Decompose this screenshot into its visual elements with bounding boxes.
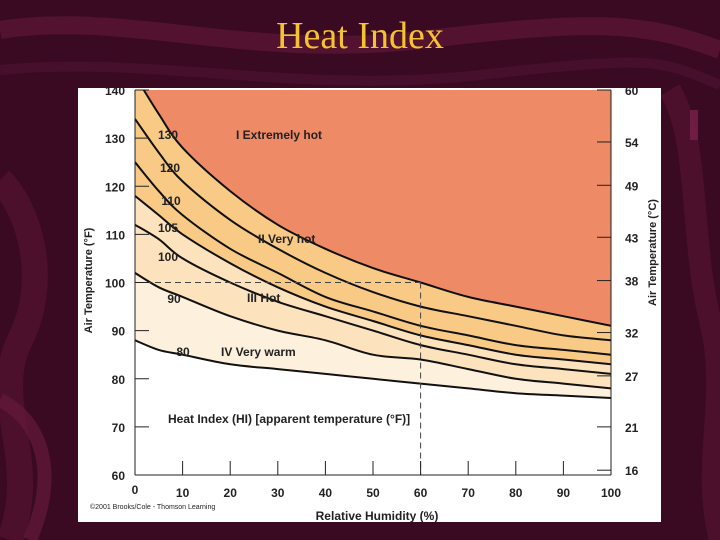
right-tick-label-54: 54 (625, 136, 639, 150)
x-tick-label-100: 100 (601, 486, 621, 500)
zone-ii-fill (135, 90, 611, 365)
curve-label-100: 100 (158, 250, 178, 264)
x-tick-label-80: 80 (509, 486, 523, 500)
hi-curve-130 (142, 90, 611, 327)
curve-label-130: 130 (158, 128, 178, 142)
x-tick-label-50: 50 (366, 486, 380, 500)
hi-curve-120 (135, 118, 611, 342)
heat-index-chart: 60 70 80 90 100 110 120 130 140 0 10 20 30 40 50 60 70 80… (83, 88, 659, 522)
x-tick-label-70: 70 (462, 486, 476, 500)
y-tick-label-60: 60 (112, 469, 126, 483)
right-tick-label-60: 60 (625, 88, 639, 98)
curve-label-105: 105 (158, 221, 178, 235)
hi-curve-105 (135, 195, 611, 366)
x-axis-title: Relative Humidity (%) (316, 509, 439, 522)
zone-label-i: I Extremely hot (236, 128, 322, 142)
y-tick-label-140: 140 (105, 88, 125, 98)
x-tick-label-90: 90 (557, 486, 571, 500)
y-tick-label-90: 90 (112, 325, 126, 339)
curve-label-90: 90 (167, 292, 181, 306)
y-tick-label-120: 120 (105, 180, 125, 194)
hi-curve-110 (135, 161, 611, 356)
x-tick-label-20: 20 (224, 486, 238, 500)
plot-area (135, 90, 611, 399)
x-tick-label-40: 40 (319, 486, 333, 500)
y-tick-label-130: 130 (105, 132, 125, 146)
zone-label-iv: IV Very warm (221, 345, 296, 359)
y-tick-label-110: 110 (106, 228, 126, 242)
y-axis-title-left: Air Temperature (°F) (83, 227, 95, 333)
curve-label-110: 110 (161, 194, 181, 208)
copyright-credit: ©2001 Brooks/Cole - Thomson Learning (90, 504, 216, 511)
hi-curve-100 (135, 223, 611, 375)
right-tick-label-16: 16 (625, 464, 639, 478)
right-tick-label-32: 32 (625, 327, 639, 341)
right-tick-label-21: 21 (625, 421, 639, 435)
zone-label-ii: II Very hot (258, 232, 315, 246)
x-tick-label-10: 10 (176, 486, 190, 500)
chart-title: Heat Index (HI) [apparent temperature (°… (168, 412, 410, 426)
zone-i-fill (143, 90, 611, 326)
y-axis-title-right: Air Temperature (°C) (647, 199, 659, 306)
chart-panel: 60 70 80 90 100 110 120 130 140 0 10 20 30 40 50 60 70 80… (78, 88, 661, 522)
right-tick-label-49: 49 (625, 179, 639, 193)
slide-title: Heat Index (276, 15, 444, 57)
y-tick-label-70: 70 (112, 421, 126, 435)
curve-label-120: 120 (160, 161, 180, 175)
y-tick-label-100: 100 (105, 277, 125, 291)
x-tick-label-0: 0 (132, 483, 139, 497)
x-tick-label-60: 60 (414, 486, 428, 500)
y-tick-label-80: 80 (112, 373, 126, 387)
x-tick-label-30: 30 (271, 486, 285, 500)
right-tick-label-43: 43 (625, 231, 639, 245)
hi-curve-90 (135, 272, 611, 390)
right-tick-label-38: 38 (625, 275, 639, 289)
zone-label-iii: III Hot (247, 291, 280, 305)
hi-curve-80 (135, 339, 611, 399)
curve-label-80: 80 (176, 345, 190, 359)
right-tick-label-27: 27 (625, 370, 639, 384)
